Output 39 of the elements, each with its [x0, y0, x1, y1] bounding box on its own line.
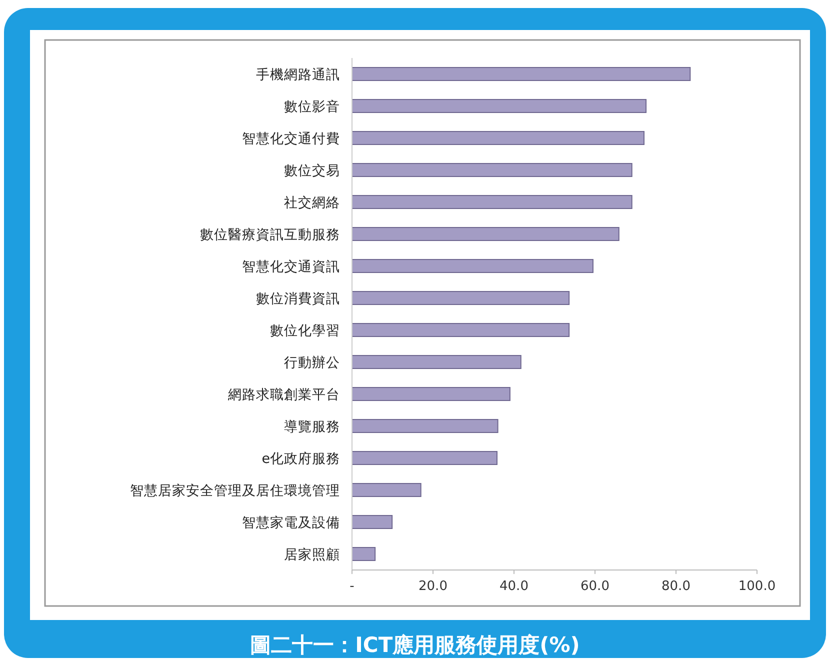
y-tick-label: 行動辦公 — [284, 355, 340, 371]
y-tick-label: 居家照顧 — [284, 547, 340, 563]
x-tick-label: 100.0 — [738, 579, 776, 594]
bar — [352, 195, 632, 209]
y-tick-label: 數位影音 — [284, 99, 340, 115]
y-tick-label: 智慧居家安全管理及居住環境管理 — [130, 483, 340, 499]
bar — [352, 451, 498, 465]
y-tick-label: 數位消費資訊 — [256, 291, 340, 307]
text: 圖二十一：ICT應用服務使用度(%) — [250, 633, 580, 657]
bar — [352, 67, 691, 81]
bar — [352, 291, 570, 305]
bar — [352, 515, 393, 529]
y-tick-label: 智慧家電及設備 — [242, 515, 340, 531]
bar — [352, 163, 632, 177]
y-tick-label: 數位化學習 — [270, 323, 340, 339]
x-tick-label: 20.0 — [418, 579, 448, 594]
y-tick-label: 社交網絡 — [284, 195, 340, 211]
y-tick-label: 手機網路通訊 — [256, 67, 340, 83]
x-tick-label: 80.0 — [662, 579, 690, 594]
bar — [352, 547, 376, 561]
y-tick-label: 數位醫療資訊互動服務 — [200, 227, 340, 243]
y-tick-label: 導覽服務 — [284, 419, 340, 435]
y-tick-label: 智慧化交通付費 — [242, 131, 340, 147]
bar — [352, 419, 498, 433]
bar — [352, 323, 570, 337]
x-tick-label: 40.0 — [500, 579, 528, 594]
y-tick-label: 智慧化交通資訊 — [242, 259, 340, 275]
y-tick-label: e化政府服務 — [262, 451, 340, 467]
bar — [352, 483, 422, 497]
x-tick-label: - — [350, 579, 355, 594]
y-tick-label: 網路求職創業平台 — [227, 387, 340, 403]
bar — [352, 259, 594, 273]
y-tick-label: 數位交易 — [284, 163, 340, 179]
bar — [352, 131, 645, 145]
bar — [352, 387, 510, 401]
bar — [352, 99, 647, 113]
x-tick-label: 60.0 — [580, 579, 610, 594]
bar — [352, 227, 620, 241]
bar — [352, 355, 522, 369]
